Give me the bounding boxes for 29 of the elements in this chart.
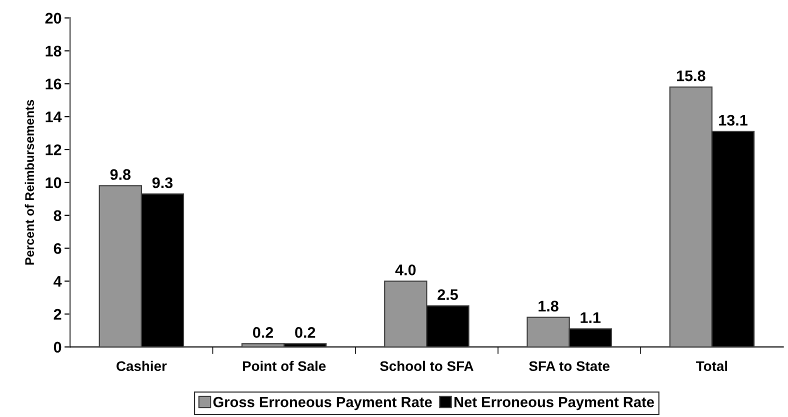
data-label: 1.1	[580, 312, 601, 323]
data-label: 9.8	[110, 169, 131, 180]
x-tick-label: School to SFA	[380, 360, 474, 372]
y-tick-label: 0	[54, 342, 62, 353]
y-tick-label: 4	[54, 276, 62, 287]
data-label: 9.3	[152, 177, 173, 188]
data-label: 1.8	[538, 300, 558, 312]
y-tick-label: 8	[54, 210, 62, 222]
y-tick-label: 18	[46, 46, 62, 57]
data-label: 0.2	[295, 327, 316, 338]
legend-label: Net Erroneous Payment Rate	[454, 397, 654, 410]
y-tick-label: 14	[46, 112, 62, 122]
y-tick-label: 12	[46, 144, 62, 156]
legend-label: Gross Erroneous Payment Rate	[213, 396, 432, 410]
data-label: 13.1	[719, 114, 748, 126]
data-label: 2.5	[438, 289, 458, 300]
y-tick-label: 10	[46, 177, 62, 188]
x-tick-label: Cashier	[116, 360, 167, 372]
x-tick-label: Total	[696, 360, 728, 372]
y-tick-label: 20	[45, 12, 62, 24]
data-label: 4.0	[395, 264, 416, 276]
data-label: 0.2	[253, 327, 274, 338]
x-tick-label: SFA to State	[529, 361, 610, 372]
y-tick-label: 2	[54, 308, 62, 320]
y-tick-label: 16	[46, 78, 62, 90]
y-axis-title: Percent of Reimbursements	[24, 100, 34, 265]
data-label: 15.8	[677, 70, 706, 82]
y-tick-label: 6	[54, 243, 62, 254]
x-tick-label: Point of Sale	[242, 360, 326, 372]
